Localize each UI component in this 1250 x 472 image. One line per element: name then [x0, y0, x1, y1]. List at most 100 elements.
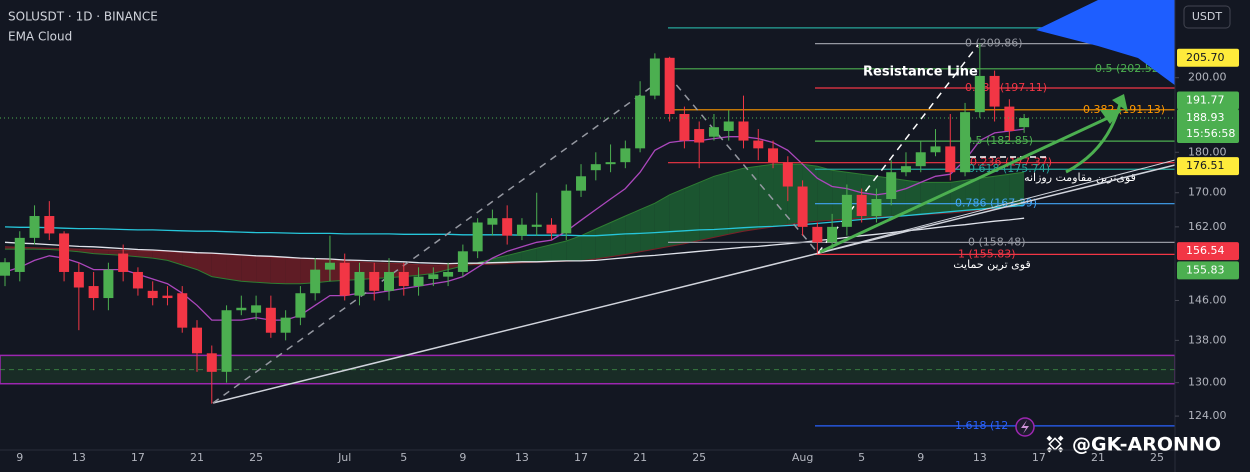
fib-label: 1 (155.83) — [958, 247, 1016, 260]
cloud-segment — [669, 188, 685, 247]
candle-body — [900, 166, 911, 173]
candle-body — [502, 218, 513, 236]
candle-body — [236, 307, 247, 311]
candle-body — [576, 176, 587, 191]
candle-body — [177, 293, 188, 328]
blue-arrow — [1036, 0, 1176, 86]
cloud-segment — [78, 249, 94, 254]
candle-body — [620, 148, 631, 163]
cloud-segment — [241, 255, 257, 283]
cloud-segment — [728, 168, 744, 235]
candle-body — [324, 262, 335, 270]
cloud-segment — [994, 174, 1010, 209]
candle-body — [339, 262, 350, 296]
price-label-box — [1177, 157, 1239, 176]
candle-body — [1004, 106, 1015, 131]
countdown: 15:56:58 — [1186, 127, 1235, 140]
cloud-segment — [758, 164, 774, 230]
candle-body — [354, 271, 365, 296]
cloud-segment — [610, 216, 626, 257]
candle-body — [73, 271, 84, 288]
candle-body — [989, 75, 1000, 107]
candle-body — [206, 353, 217, 372]
fib-label: 0.5 (182.85) — [965, 134, 1033, 147]
candle-body — [443, 271, 454, 277]
candle-body — [118, 253, 129, 272]
x-tick-label: 21 — [1091, 451, 1105, 464]
candle-body — [694, 129, 705, 143]
logo-part — [1057, 435, 1064, 442]
price-label-box — [1177, 48, 1239, 67]
candle-body — [827, 226, 838, 243]
logo-part — [1048, 437, 1062, 451]
annotation: قوی‌ترین مقاومت روزانه — [1024, 171, 1136, 184]
price-label: 176.51 — [1186, 159, 1225, 172]
candle-body — [960, 112, 971, 173]
y-tick-label: 146.00 — [1188, 293, 1227, 306]
cloud-segment — [211, 253, 227, 279]
cloud-segment — [640, 203, 655, 252]
candle-body — [44, 216, 55, 234]
candle-body — [413, 276, 424, 287]
cloud-edge — [5, 163, 1025, 285]
trend-line — [212, 164, 1176, 404]
cloud-segment — [270, 257, 286, 284]
cloud-segment — [182, 252, 198, 270]
candle-body — [723, 121, 734, 131]
cloud-segment — [197, 253, 212, 277]
candle-body — [871, 199, 882, 217]
candle-body — [384, 271, 395, 291]
candle-body — [546, 224, 557, 234]
candle-body — [708, 127, 719, 137]
price-label: 191.77 — [1186, 93, 1225, 106]
y-tick-label: 180.00 — [1188, 145, 1227, 158]
candle-body — [162, 295, 173, 299]
dashed-path — [212, 87, 651, 404]
candle-body — [132, 271, 143, 289]
fib-layer: 0.618 (214.58)0 (209.86)0.5 (202.52)0.23… — [668, 21, 1175, 432]
candle-body — [738, 121, 749, 141]
candle-body — [221, 310, 232, 372]
cloud-segment — [699, 176, 714, 241]
candle-body — [649, 58, 660, 96]
x-tick-label: 9 — [16, 451, 23, 464]
candle-body — [516, 224, 527, 236]
x-tick-label: 13 — [973, 451, 987, 464]
candle-body — [768, 148, 779, 163]
candle-body — [457, 251, 468, 272]
cloud-segment — [521, 248, 537, 263]
cloud-segment — [935, 182, 951, 214]
candle-body — [856, 194, 867, 217]
candle-body — [605, 162, 616, 165]
watermark: @GK-ARONNO — [1072, 434, 1221, 456]
cloud-segment — [433, 265, 449, 274]
cloud-segment — [418, 264, 434, 276]
candle-body — [797, 186, 808, 227]
currency-box[interactable] — [1183, 5, 1231, 29]
candle-body — [428, 274, 439, 279]
candle-body — [398, 271, 409, 287]
candle-body — [753, 140, 764, 149]
price-label: 188.93 — [1186, 111, 1225, 124]
arrow — [819, 114, 1113, 254]
fib-label: 0.5 (202.52) — [1095, 62, 1163, 75]
logo — [1046, 435, 1064, 453]
candle-body — [635, 95, 646, 149]
cloud-segment — [654, 194, 670, 250]
cloud-segment — [817, 166, 833, 222]
candle-body — [1019, 117, 1030, 128]
x-tick-label: Aug — [792, 451, 813, 464]
x-tick-label: 25 — [1150, 451, 1164, 464]
drawings — [212, 0, 1176, 453]
candle-body — [265, 307, 276, 333]
cloud-segment — [920, 182, 936, 215]
x-tick-label: 5 — [858, 451, 865, 464]
symbol: SOLUSDT · 1D · BINANCE — [8, 10, 158, 24]
price-label: 205.70 — [1186, 51, 1225, 64]
y-tick-label: 170.00 — [1188, 186, 1227, 199]
candle-body — [886, 172, 897, 200]
arrow-head — [1112, 94, 1128, 112]
candle-body — [29, 216, 40, 238]
candle-body — [812, 226, 823, 243]
cloud-segment — [684, 182, 700, 244]
